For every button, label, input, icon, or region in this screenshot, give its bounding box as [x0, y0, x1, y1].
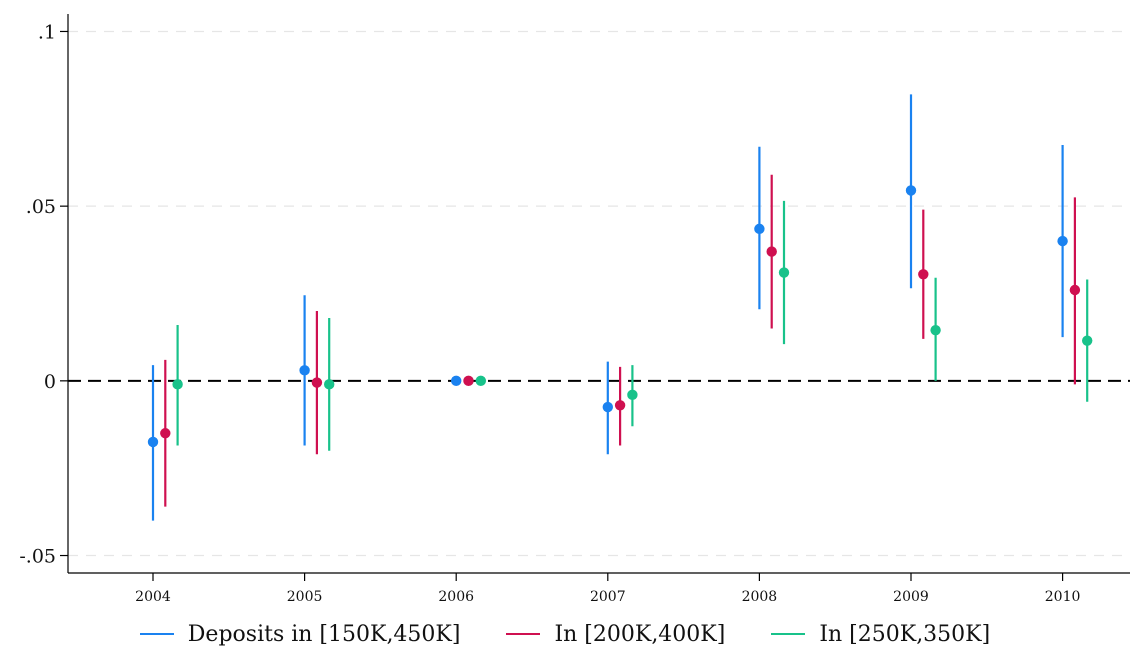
legend-item-0: Deposits in [150K,450K] — [139, 621, 461, 647]
x-tick-label-0: 2004 — [135, 589, 171, 605]
legend-item-1: In [200K,400K] — [506, 622, 725, 647]
data-layer — [147, 94, 1093, 521]
point-s2-2010 — [1082, 335, 1093, 346]
point-s1-2010 — [1069, 284, 1081, 296]
point-s0-2008 — [754, 223, 765, 235]
chart-svg: -.05 0 .05 .1 2004 2005 2006 2007 2008 2009 2010 — [19, 14, 1130, 605]
legend: Deposits in [150K,450K] In [200K,400K] In … — [0, 614, 1130, 654]
point-s2-2008 — [778, 267, 790, 278]
legend-label-0: Deposits in [150K,450K] — [187, 621, 461, 647]
point-s0-2009 — [905, 185, 917, 196]
x-tick-label-5: 2009 — [893, 589, 929, 605]
y-tick-label-1: 0 — [44, 371, 56, 393]
point-s1-2005 — [311, 377, 323, 388]
x-tick-label-1: 2005 — [287, 589, 323, 605]
point-s2-2005 — [324, 379, 335, 390]
legend-label-2: In [250K,350K] — [819, 621, 991, 647]
point-s0-2010 — [1057, 235, 1068, 247]
y-tick-label-2: .05 — [26, 196, 56, 218]
point-s2-2007 — [627, 389, 638, 401]
x-tick-label-3: 2007 — [590, 589, 626, 605]
point-s0-2007 — [602, 401, 613, 413]
y-tick-label-0: -.05 — [19, 546, 56, 568]
axis-layer: -.05 0 .05 .1 2004 2005 2006 2007 2008 2009 2010 — [19, 14, 1130, 605]
x-tick-label-6: 2010 — [1045, 589, 1081, 605]
point-s0-2006 — [451, 375, 462, 387]
legend-label-1: In [200K,400K] — [554, 621, 726, 647]
point-s1-2004 — [160, 428, 171, 439]
x-tick-label-2: 2006 — [438, 589, 474, 605]
x-tick-label-4: 2008 — [742, 589, 778, 605]
point-s1-2007 — [614, 400, 626, 411]
point-s1-2008 — [766, 246, 777, 257]
legend-item-2: In [250K,350K] — [771, 622, 990, 647]
point-s2-2006 — [475, 375, 486, 387]
legend-swatch-2 — [771, 633, 806, 635]
point-s1-2009 — [918, 269, 929, 280]
point-s0-2004 — [147, 436, 159, 448]
point-s2-2004 — [172, 379, 183, 390]
legend-swatch-0 — [139, 633, 174, 635]
grid-layer — [68, 30, 1130, 557]
point-s0-2005 — [299, 365, 310, 376]
legend-swatch-1 — [506, 633, 541, 635]
y-tick-label-3: .1 — [38, 21, 56, 43]
point-s2-2009 — [930, 324, 941, 336]
point-s1-2006 — [463, 375, 474, 387]
